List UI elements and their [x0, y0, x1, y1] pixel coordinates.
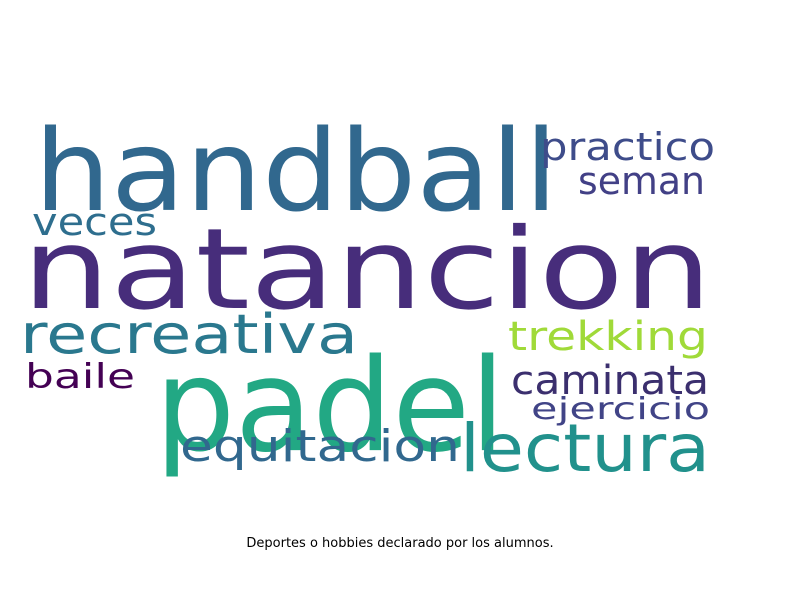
word-veces: veces	[32, 200, 157, 244]
word-practico: practico	[540, 125, 715, 169]
word-lectura: lectura	[460, 410, 710, 487]
word-recreativa: recreativa	[20, 303, 358, 366]
word-handball: handball	[34, 107, 558, 237]
word-equitacion: equitacion	[180, 421, 460, 472]
word-seman: seman	[578, 159, 705, 203]
word-padel: padel	[155, 332, 505, 481]
figure-caption: Deportes o hobbies declarado por los alu…	[246, 536, 554, 551]
word-trekking: trekking	[508, 314, 708, 360]
word-natancion: natancion	[22, 205, 712, 335]
word-caminata: caminata	[511, 358, 709, 404]
word-ejercicio: ejercicio	[531, 392, 710, 427]
word-baile: baile	[25, 357, 135, 397]
